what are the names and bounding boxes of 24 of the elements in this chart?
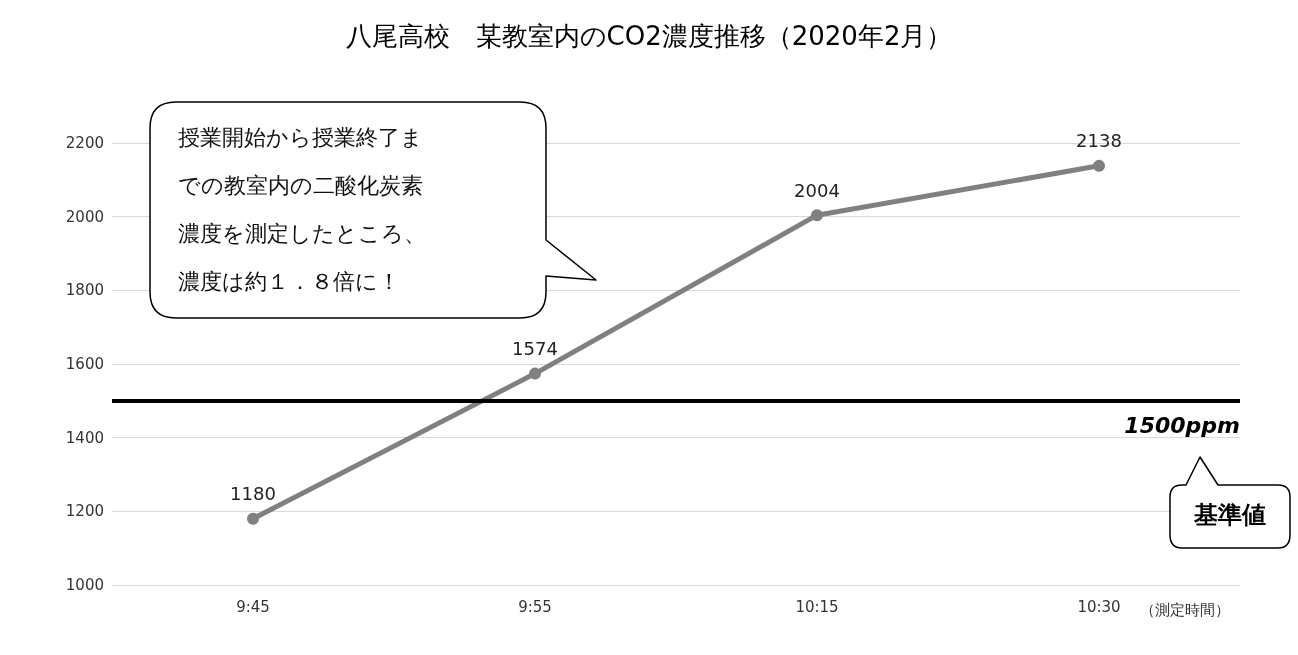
annotation: 授業開始から授業終了までの教室内の二酸化炭素濃度を測定したところ、濃度は約１．８倍に！	[178, 124, 427, 296]
y-tick-label: 2000	[65, 207, 104, 226]
ref-line-label: 1500ppm	[1124, 413, 1240, 439]
x-tick-label: 9:55	[518, 597, 552, 616]
x-axis-title: （測定時間）	[1140, 600, 1230, 619]
y-tick-label: 1200	[65, 502, 104, 521]
x-tick-label: 9:45	[236, 597, 270, 616]
annotation: 基準値	[1193, 500, 1267, 531]
data-label: 1180	[230, 483, 276, 505]
data-label: 2138	[1076, 130, 1122, 152]
y-tick-label: 2200	[65, 134, 104, 152]
y-tick-label: 1400	[65, 428, 104, 447]
chart-title: 八尾高校 某教室内のCO2濃度推移（2020年2月）	[345, 21, 953, 51]
y-tick-label: 1600	[65, 355, 104, 373]
y-tick-label: 1000	[65, 576, 104, 594]
x-tick-label: 10:15	[795, 597, 839, 616]
point	[811, 209, 823, 222]
data-label: 2004	[794, 179, 840, 201]
point	[529, 367, 541, 380]
x-tick-label: 10:30	[1077, 597, 1121, 616]
y-tick-label: 1800	[65, 281, 104, 300]
data-label: 1574	[512, 338, 558, 360]
point	[247, 512, 259, 525]
point	[1093, 159, 1105, 172]
